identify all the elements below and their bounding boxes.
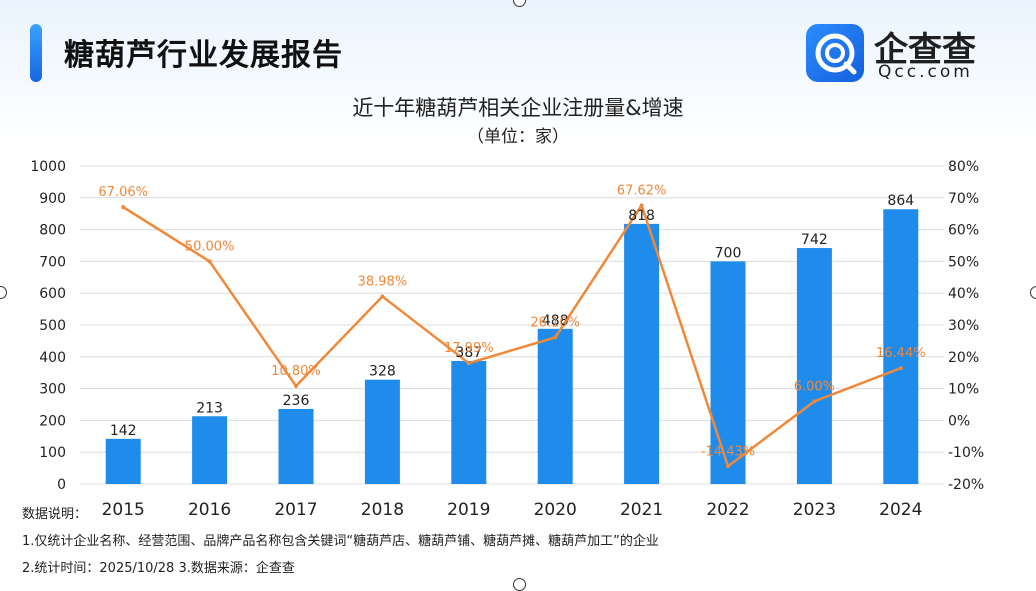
- bar-value-label: 213: [196, 400, 223, 416]
- x-tick-label: 2016: [188, 500, 231, 520]
- y2-tick-label: 30%: [948, 318, 979, 334]
- growth-value-label: 38.98%: [358, 274, 408, 289]
- x-tick-label: 2023: [793, 500, 836, 520]
- notes-source: 2.统计时间：2025/10/28 3.数据来源：企查查: [22, 561, 295, 576]
- bar: [883, 209, 919, 485]
- bar-value-label: 142: [110, 423, 137, 439]
- y-tick-label: 900: [39, 191, 66, 207]
- x-tick-label: 2022: [706, 500, 749, 520]
- growth-point: [380, 294, 385, 299]
- chart-subtitle: （单位：家）: [467, 127, 569, 147]
- resize-handle-right[interactable]: [1030, 286, 1036, 299]
- growth-value-label: 16.44%: [876, 346, 926, 361]
- x-tick-label: 2018: [361, 500, 404, 520]
- y2-tick-label: 40%: [948, 286, 979, 302]
- bar-value-label: 864: [887, 193, 914, 209]
- growth-point: [898, 366, 903, 371]
- x-tick-label: 2017: [274, 500, 317, 520]
- notes-scope: 1.仅统计企业名称、经营范围、品牌产品名称包含关键词“糖葫芦店、糖葫芦铺、糖葫芦…: [22, 534, 659, 549]
- y2-tick-label: 10%: [948, 382, 979, 398]
- y2-tick-label: -10%: [948, 445, 984, 461]
- x-tick-label: 2015: [102, 500, 145, 520]
- y-tick-label: 800: [39, 223, 66, 239]
- growth-value-label: 26.10%: [530, 315, 580, 330]
- notes-heading: 数据说明：: [22, 507, 88, 522]
- x-tick-label: 2024: [879, 500, 922, 520]
- bar-value-label: 328: [369, 364, 396, 380]
- bar-value-label: 700: [715, 245, 742, 261]
- y2-tick-label: 70%: [948, 191, 979, 207]
- y-tick-label: 700: [39, 254, 66, 270]
- growth-point: [726, 464, 730, 469]
- x-tick-label: 2019: [447, 500, 490, 520]
- qcc-logo-icon: [806, 24, 864, 82]
- growth-point: [553, 335, 558, 340]
- growth-value-label: 67.06%: [98, 185, 148, 200]
- header-accent-bar: [30, 24, 42, 82]
- brand-domain: Qcc.com: [878, 62, 973, 82]
- bar-value-label: 742: [801, 232, 828, 248]
- y2-tick-label: 60%: [948, 223, 979, 239]
- growth-value-label: 10.80%: [271, 364, 321, 379]
- growth-point: [812, 399, 817, 404]
- y-tick-label: 0: [57, 477, 66, 493]
- y2-tick-label: 50%: [948, 254, 979, 270]
- growth-value-label: 50.00%: [185, 239, 235, 254]
- y2-tick-label: 80%: [948, 159, 979, 175]
- bar: [624, 223, 660, 484]
- growth-value-label: 67.62%: [617, 183, 667, 198]
- chart-title: 近十年糖葫芦相关企业注册量&增速: [352, 96, 684, 120]
- y2-tick-label: -20%: [948, 477, 984, 493]
- y2-tick-label: 20%: [948, 350, 979, 366]
- y-tick-label: 300: [39, 382, 66, 398]
- x-tick-label: 2021: [620, 500, 663, 520]
- bar: [278, 408, 314, 484]
- y-tick-label: 400: [39, 350, 66, 366]
- bar: [451, 360, 487, 484]
- x-tick-label: 2020: [534, 500, 577, 520]
- bar: [105, 438, 141, 484]
- header-background: [0, 0, 1036, 150]
- brand-name: 企查查: [874, 30, 976, 70]
- growth-value-label: 6.00%: [794, 379, 835, 394]
- growth-point: [207, 259, 212, 264]
- bar-value-label: 236: [283, 393, 310, 409]
- growth-point: [466, 361, 471, 366]
- y2-tick-label: 0%: [948, 413, 970, 429]
- bar-value-label: 818: [628, 208, 655, 224]
- growth-point: [294, 384, 298, 389]
- bar: [710, 261, 746, 484]
- y-tick-label: 600: [39, 286, 66, 302]
- y-tick-label: 100: [39, 445, 66, 461]
- bar-value-label: 387: [455, 345, 482, 361]
- resize-handle-bottom[interactable]: [513, 578, 526, 591]
- growth-line: [122, 204, 902, 468]
- growth-point: [121, 205, 126, 210]
- y-tick-label: 500: [39, 318, 66, 334]
- bar: [192, 416, 228, 484]
- bar: [364, 379, 400, 484]
- y-tick-label: 200: [39, 413, 66, 429]
- growth-point: [639, 203, 644, 208]
- growth-value-label: -14.43%: [701, 444, 755, 459]
- growth-value-label: 17.99%: [444, 341, 494, 356]
- y-tick-label: 1000: [30, 159, 66, 175]
- bar-value-label: 488: [542, 313, 569, 329]
- bar: [537, 328, 573, 484]
- report-title: 糖葫芦行业发展报告: [64, 38, 343, 73]
- bar: [796, 248, 832, 484]
